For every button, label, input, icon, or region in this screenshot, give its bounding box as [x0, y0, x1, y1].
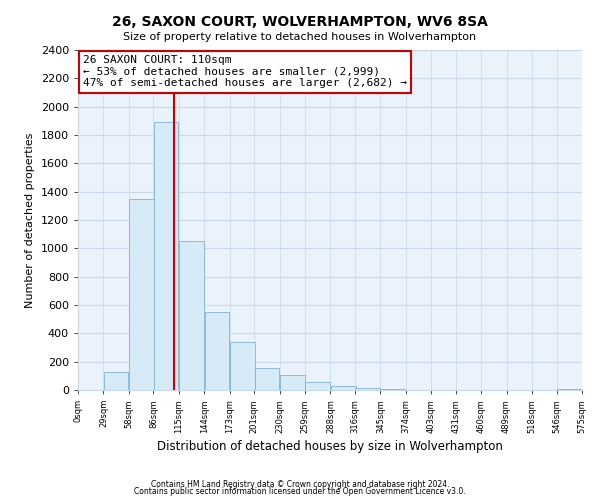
- Y-axis label: Number of detached properties: Number of detached properties: [25, 132, 35, 308]
- Bar: [355, 388, 380, 390]
- Bar: [230, 342, 255, 390]
- Bar: [254, 368, 279, 390]
- Bar: [331, 386, 356, 390]
- X-axis label: Distribution of detached houses by size in Wolverhampton: Distribution of detached houses by size …: [157, 440, 503, 453]
- Bar: [305, 382, 330, 390]
- Bar: [179, 242, 204, 390]
- Text: Contains HM Land Registry data © Crown copyright and database right 2024.: Contains HM Land Registry data © Crown c…: [151, 480, 449, 489]
- Text: 26, SAXON COURT, WOLVERHAMPTON, WV6 8SA: 26, SAXON COURT, WOLVERHAMPTON, WV6 8SA: [112, 15, 488, 29]
- Text: Size of property relative to detached houses in Wolverhampton: Size of property relative to detached ho…: [124, 32, 476, 42]
- Bar: [280, 375, 305, 390]
- Bar: [205, 312, 229, 390]
- Text: 26 SAXON COURT: 110sqm
← 53% of detached houses are smaller (2,999)
47% of semi-: 26 SAXON COURT: 110sqm ← 53% of detached…: [83, 55, 407, 88]
- Bar: [104, 372, 128, 390]
- Bar: [129, 198, 154, 390]
- Bar: [154, 122, 178, 390]
- Text: Contains public sector information licensed under the Open Government Licence v3: Contains public sector information licen…: [134, 487, 466, 496]
